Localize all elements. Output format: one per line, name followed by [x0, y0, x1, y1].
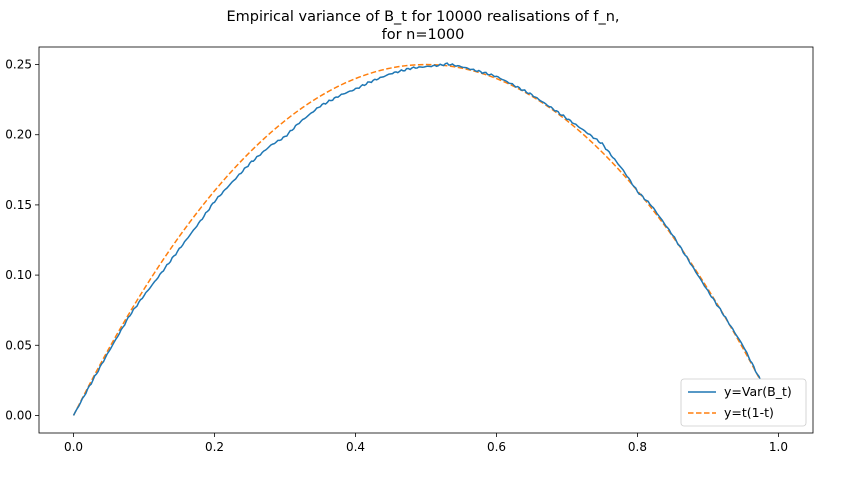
chart-title-line-1: Empirical variance of B_t for 10000 real… [226, 9, 619, 25]
legend-box [680, 378, 807, 427]
x-tick-label: 1.0 [769, 440, 788, 454]
y-tick-label: 0.05 [5, 338, 32, 352]
legend-label-empirical: y=Var(B_t) [724, 384, 792, 399]
plot-lines [72, 62, 780, 416]
x-tick-label: 0.4 [346, 440, 365, 454]
series-line-theory [72, 63, 780, 416]
y-tick-label: 0.15 [5, 198, 32, 212]
series-line-empirical [72, 62, 780, 416]
plot-frame [38, 46, 814, 434]
chart-title-line-2: for n=1000 [382, 27, 465, 43]
y-tick-label: 0.10 [5, 268, 32, 282]
x-tick-label: 0.8 [628, 440, 647, 454]
legend: y=Var(B_t) y=t(1-t) [680, 378, 807, 427]
x-tick-label: 0.0 [64, 440, 83, 454]
y-axis: 0.00 0.05 0.10 0.15 0.20 0.25 [5, 58, 39, 422]
y-tick-label: 0.00 [5, 408, 32, 422]
y-tick-label: 0.20 [5, 128, 32, 142]
legend-label-theory: y=t(1-t) [724, 405, 774, 420]
x-tick-label: 0.6 [487, 440, 506, 454]
y-tick-label: 0.25 [5, 58, 32, 72]
x-axis: 0.0 0.2 0.4 0.6 0.8 1.0 [64, 433, 788, 454]
x-tick-label: 0.2 [205, 440, 224, 454]
